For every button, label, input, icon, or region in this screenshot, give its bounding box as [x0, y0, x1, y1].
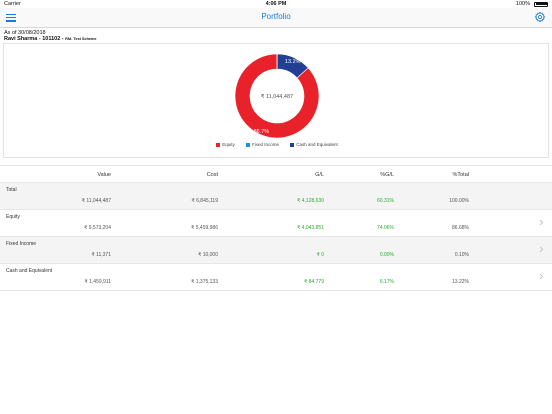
cell-pct-total: 86.68% [452, 225, 469, 231]
cell-cost: ₹ 10,000 [198, 252, 218, 258]
chevron-right-icon [539, 246, 544, 253]
cell-pct-gl: 6.17% [379, 279, 394, 285]
cell-gl: ₹ 4,128,630 [297, 198, 324, 204]
slice-data-label: 86.7% [254, 129, 270, 135]
cell-pct-gl: 74.06% [377, 225, 394, 231]
cell-cost: ₹ 1,375,133 [191, 279, 218, 285]
cell-pct-gl: 0.00% [379, 252, 394, 258]
allocation-donut-chart[interactable]: 86.7% 13.2% ₹ 11,044,487 [4, 44, 550, 140]
cell-value: ₹ 11,371 [91, 252, 112, 258]
header-cost: Cost [206, 172, 218, 178]
holdings-table: Value Cost G/L %G/L %Total Total ₹ 11,04… [0, 165, 552, 291]
cell-gl: ₹ 0 [316, 252, 324, 258]
row-label: Equity [6, 214, 20, 220]
cell-cost: ₹ 5,459,986 [191, 225, 218, 231]
cell-gl: ₹ 4,043,851 [297, 225, 324, 231]
battery-percentage: 100% [515, 1, 530, 7]
row-label: Total [6, 187, 17, 193]
header-value: Value [97, 172, 111, 178]
page-title: Portfolio [261, 12, 291, 21]
chart-legend: Equity Fixed Income Cash and Equivalent [4, 142, 550, 147]
header-gl: G/L [315, 172, 324, 178]
legend-item-equity[interactable]: Equity [216, 142, 235, 147]
navigation-bar: Portfolio [0, 8, 552, 28]
battery-icon [534, 1, 548, 7]
carrier-label: Carrier [4, 1, 21, 7]
hamburger-menu-icon[interactable] [6, 14, 16, 22]
client-info: Ravi Sharma - 101102 - RM- Test Scheme [4, 36, 97, 42]
header-pct-total: %Total [452, 172, 469, 178]
donut-slice-equity[interactable] [218, 44, 337, 140]
legend-item-cash-equivalent[interactable]: Cash and Equivalent [290, 142, 338, 147]
row-label: Cash and Equivalent [6, 268, 53, 274]
legend-label: Equity [222, 142, 235, 147]
cell-pct-gl: 60.31% [377, 198, 394, 204]
cell-pct-total: 100.00% [449, 198, 469, 204]
cell-gl: ₹ 84,779 [304, 279, 324, 285]
header-pct-gl: %G/L [380, 172, 394, 178]
cell-pct-total: 0.10% [454, 252, 469, 258]
as-of-date: As of 30/08/2018 [4, 30, 46, 36]
client-name: Ravi Sharma - 101102 - [4, 36, 66, 42]
table-header: Value Cost G/L %G/L %Total [0, 165, 552, 183]
cell-value: ₹ 9,573,204 [84, 225, 111, 231]
table-row-total: Total ₹ 11,044,487 ₹ 6,845,119 ₹ 4,128,6… [0, 183, 552, 210]
table-row-cash-equivalent[interactable]: Cash and Equivalent ₹ 1,459,911 ₹ 1,375,… [0, 264, 552, 291]
legend-item-fixed-income[interactable]: Fixed Income [245, 142, 279, 147]
chevron-right-icon [539, 219, 544, 226]
status-bar: Carrier 4:06 PM 100% [0, 0, 552, 8]
legend-swatch [290, 142, 295, 147]
table-row-equity[interactable]: Equity ₹ 9,573,204 ₹ 5,459,986 ₹ 4,043,8… [0, 210, 552, 237]
chevron-right-icon [539, 273, 544, 280]
donut-slice-cash-and-equivalent[interactable] [270, 45, 309, 84]
status-time: 4:06 PM [265, 1, 287, 7]
legend-swatch [245, 142, 250, 147]
cell-value: ₹ 1,459,911 [84, 279, 111, 285]
gear-icon[interactable] [534, 11, 546, 23]
cell-cost: ₹ 6,845,119 [191, 198, 218, 204]
allocation-chart-panel: 86.7% 13.2% ₹ 11,044,487 Equity Fixed Inco… [3, 43, 549, 158]
row-label: Fixed Income [6, 241, 37, 247]
legend-label: Fixed Income [251, 142, 279, 147]
legend-label: Cash and Equivalent [296, 142, 338, 147]
slice-data-label: 13.2% [285, 59, 301, 65]
table-row-fixed-income[interactable]: Fixed Income ₹ 11,371 ₹ 10,000 ₹ 0 0.00%… [0, 237, 552, 264]
legend-swatch [216, 142, 221, 147]
cell-value: ₹ 11,044,487 [81, 198, 111, 204]
scheme-name: RM- Test Scheme [65, 37, 97, 41]
cell-pct-total: 13.22% [452, 279, 469, 285]
donut-center-total: ₹ 11,044,487 [261, 93, 293, 100]
